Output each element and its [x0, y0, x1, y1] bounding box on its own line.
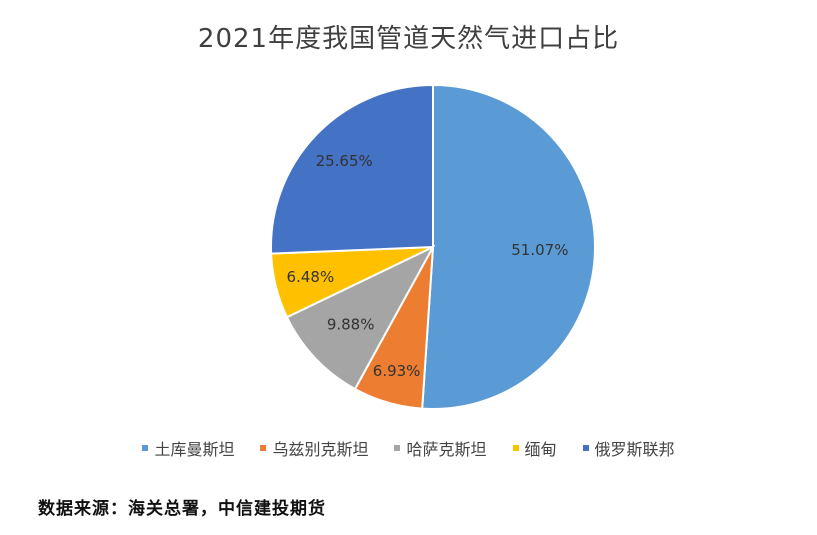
- legend-label: 土库曼斯坦: [154, 440, 235, 459]
- legend-label: 乌兹别克斯坦: [272, 440, 369, 459]
- legend-label: 缅甸: [524, 440, 557, 459]
- legend-item-5: 俄罗斯联邦: [582, 436, 675, 460]
- legend-swatch: [142, 445, 149, 451]
- legend-item-3: 哈萨克斯坦: [394, 436, 487, 460]
- pie-data-label-5: 25.65%: [316, 152, 373, 170]
- legend-item-4: 缅甸: [512, 436, 557, 460]
- pie-slice-1: [421, 83, 596, 410]
- pie-data-label-4: 6.48%: [287, 268, 335, 286]
- pie-data-label-2: 6.93%: [373, 362, 421, 380]
- pie-data-label-1: 51.07%: [511, 241, 568, 259]
- legend-swatch: [582, 445, 589, 451]
- chart-legend: 土库曼斯坦 乌兹别克斯坦 哈萨克斯坦 缅甸 俄罗斯联邦: [0, 436, 817, 460]
- legend-item-1: 土库曼斯坦: [142, 436, 234, 460]
- legend-swatch: [394, 445, 401, 451]
- chart-title: 2021年度我国管道天然气进口占比: [197, 24, 620, 54]
- pie-data-labels: 51.07% 6.93% 9.88% 6.48% 25.65%: [287, 152, 569, 380]
- source-note: 数据来源：海关总署，中信建投期货: [38, 499, 326, 519]
- legend-item-2: 乌兹别克斯坦: [260, 436, 368, 460]
- legend-label: 俄罗斯联邦: [594, 440, 675, 459]
- pie-data-label-3: 9.88%: [327, 315, 375, 333]
- pie-slice-5: [270, 83, 434, 255]
- pie-slice-3: [285, 244, 436, 391]
- legend-label: 哈萨克斯坦: [406, 440, 487, 459]
- pie-slices: [270, 83, 596, 410]
- legend-swatch: [260, 445, 267, 451]
- legend-swatch: [512, 445, 519, 451]
